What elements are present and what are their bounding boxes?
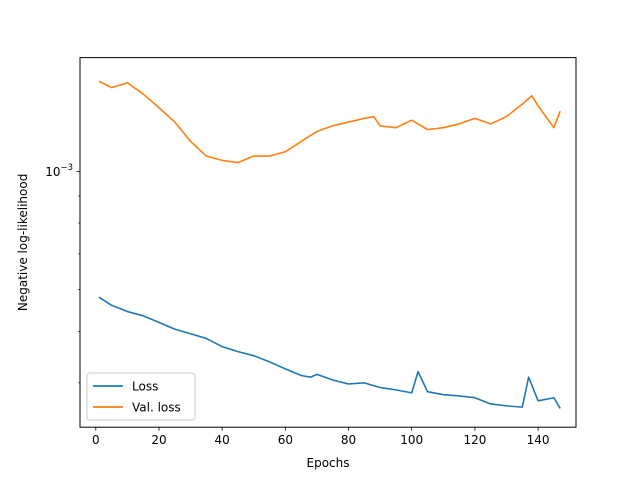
x-tick-label: 60 — [278, 433, 293, 447]
series-line-val-loss — [98, 80, 561, 164]
x-tick-label: 20 — [151, 433, 166, 447]
series-line-loss — [98, 296, 561, 409]
legend-loss-label: Loss — [132, 380, 158, 394]
plot-frame — [79, 57, 577, 428]
x-tick-label: 40 — [215, 433, 230, 447]
series-layer — [98, 80, 561, 409]
legend-val-loss-label: Val. loss — [132, 401, 181, 415]
legend-box — [86, 372, 196, 421]
x-tick-label: 0 — [92, 433, 100, 447]
y-tick-label: 10−3 — [45, 163, 73, 179]
x-tick-label: 140 — [527, 433, 550, 447]
x-tick-label: 100 — [400, 433, 423, 447]
x-tick-label: 120 — [463, 433, 486, 447]
legend: Loss Val. loss — [86, 372, 196, 421]
y-axis-label: Negative log-likelihood — [16, 174, 30, 311]
ticks-layer: 0 20 40 60 80 100 120 140 10−3 — [45, 163, 549, 447]
x-tick-label: 80 — [341, 433, 356, 447]
x-axis-label: Epochs — [307, 456, 350, 470]
